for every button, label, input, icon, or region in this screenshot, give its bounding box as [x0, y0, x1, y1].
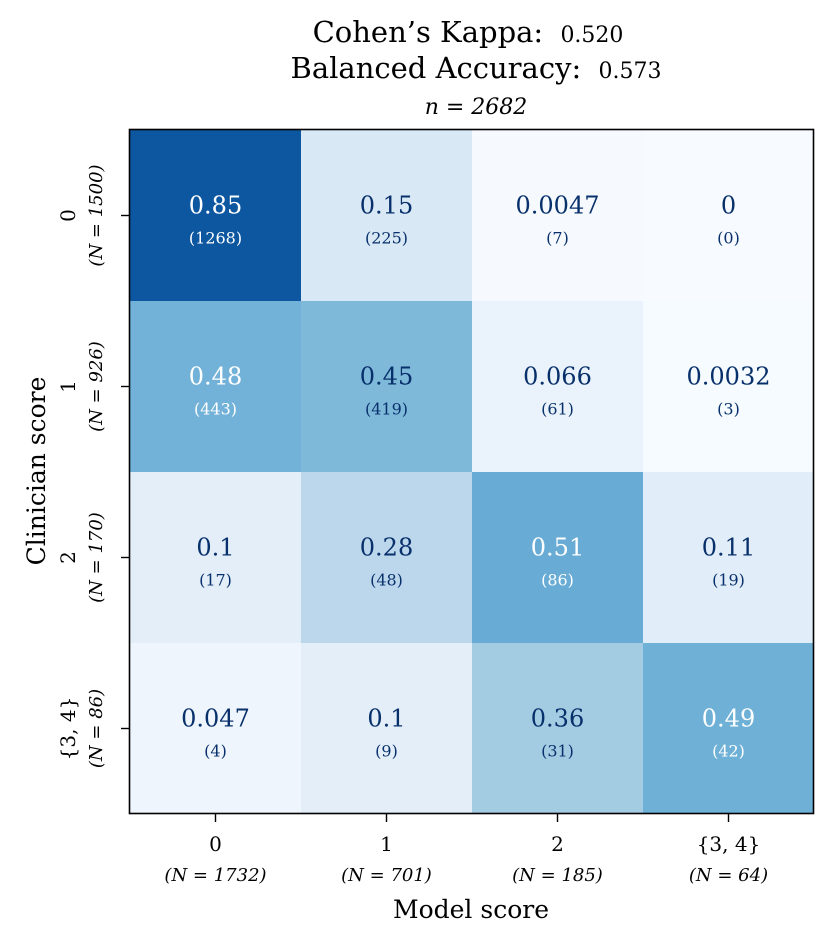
chart-title-balanced-accuracy: Balanced Accuracy: 0.573 [291, 51, 662, 85]
cell-count-label: (48) [370, 571, 403, 590]
cell-value-label: 0.28 [360, 534, 413, 562]
cell-value-label: 0.066 [523, 363, 592, 391]
axis-ticks: 0 (N = 1732) 1 (N = 701) 2 (N = 185) {3, 4} (N … [56, 164, 768, 886]
kappa-label: Cohen’s Kappa: [313, 15, 544, 49]
heatmap-cell [472, 472, 643, 643]
cell-count-label: (419) [365, 400, 408, 419]
y-tick-count-label: (N = 170) [86, 512, 107, 603]
x-tick-count-label: (N = 1732) [164, 865, 266, 886]
cell-count-label: (7) [546, 229, 569, 248]
heatmap-cell [472, 301, 643, 472]
heatmap-cell [643, 301, 814, 472]
cell-count-label: (443) [194, 400, 237, 419]
x-tick-label: {3, 4} [697, 832, 761, 856]
y-tick-count-label: (N = 1500) [86, 164, 107, 266]
cell-count-label: (0) [717, 229, 740, 248]
cell-value-label: 0.047 [181, 705, 250, 733]
heatmap-cell [130, 643, 301, 814]
cell-value-label: 0.45 [360, 363, 413, 391]
heatmap-cell [301, 643, 472, 814]
heatmap-cell [643, 472, 814, 643]
y-tick-count-label: (N = 86) [86, 689, 107, 768]
y-tick-count-label: (N = 926) [86, 341, 107, 432]
cell-count-label: (61) [541, 400, 574, 419]
cell-value-label: 0.1 [367, 705, 405, 733]
x-tick-label: 1 [380, 832, 393, 856]
cell-count-label: (86) [541, 571, 574, 590]
cell-value-label: 0.0047 [516, 192, 600, 220]
cell-value-label: 0.85 [189, 192, 242, 220]
heatmap-cell [472, 643, 643, 814]
cell-value-label: 0.49 [702, 705, 755, 733]
heatmap-cell [301, 130, 472, 301]
cell-count-label: (225) [365, 229, 408, 248]
cell-value-label: 0.51 [531, 534, 584, 562]
cell-value-label: 0 [721, 192, 736, 220]
kappa-value: 0.520 [560, 23, 623, 48]
heatmap-cell [130, 130, 301, 301]
x-tick-count-label: (N = 64) [689, 865, 768, 886]
plot-frame [128, 128, 815, 815]
cell-count-label: (19) [712, 571, 745, 590]
chart-subtitle-n: n = 2682 [425, 95, 528, 120]
balanced-accuracy-label: Balanced Accuracy: [291, 51, 582, 85]
x-axis-label: Model score [393, 895, 549, 924]
cell-count-label: (4) [204, 742, 227, 761]
heatmap-cell [301, 301, 472, 472]
cell-value-label: 0.36 [531, 705, 584, 733]
y-tick-label: 0 [56, 209, 80, 222]
y-tick-label: {3, 4} [56, 697, 80, 761]
heatmap-cell [130, 301, 301, 472]
heatmap-cell [643, 643, 814, 814]
cell-count-label: (1268) [189, 229, 242, 248]
cell-count-label: (42) [712, 742, 745, 761]
cell-value-label: 0.0032 [687, 363, 771, 391]
x-tick-count-label: (N = 701) [341, 865, 432, 886]
balanced-accuracy-value: 0.573 [598, 59, 661, 84]
chart-title-kappa: Cohen’s Kappa: 0.520 [313, 15, 624, 49]
cell-value-label: 0.15 [360, 192, 413, 220]
heatmap-cell [130, 472, 301, 643]
x-tick-count-label: (N = 185) [512, 865, 603, 886]
cell-count-label: (9) [375, 742, 398, 761]
cell-value-label: 0.48 [189, 363, 242, 391]
heatmap-cells: 0.85 (1268) 0.15 (225) 0.0047 (7) 0 (0) 0.48 (443… [130, 130, 814, 814]
cell-value-label: 0.11 [702, 534, 755, 562]
heatmap-cell [301, 472, 472, 643]
heatmap-cell [643, 130, 814, 301]
y-axis-label: Clinician score [22, 377, 51, 566]
cell-count-label: (17) [199, 571, 232, 590]
heatmap-cell [472, 130, 643, 301]
y-tick-label: 2 [56, 551, 80, 564]
x-tick-label: 2 [551, 832, 564, 856]
cell-count-label: (31) [541, 742, 574, 761]
x-tick-label: 0 [209, 832, 222, 856]
cell-count-label: (3) [717, 400, 740, 419]
y-tick-label: 1 [56, 380, 80, 393]
cell-value-label: 0.1 [196, 534, 234, 562]
